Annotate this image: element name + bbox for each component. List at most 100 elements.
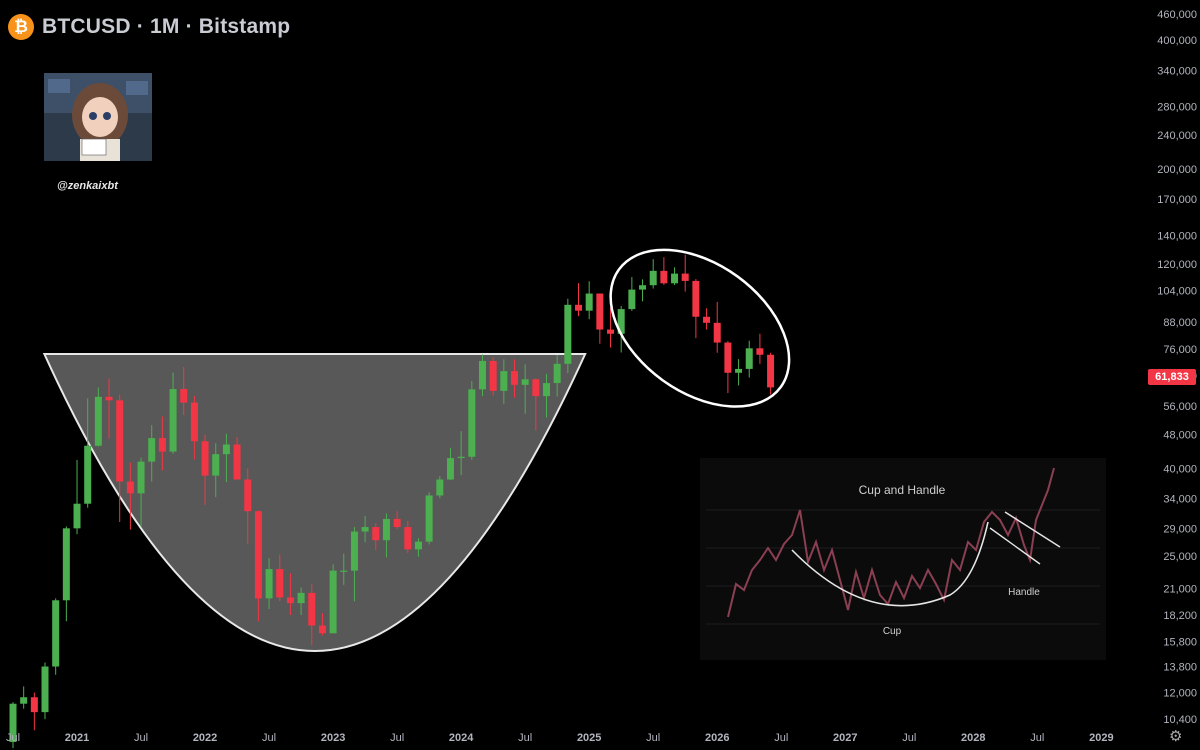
candle	[767, 352, 775, 395]
candle-body	[297, 592, 305, 604]
candle-body	[340, 570, 348, 572]
inset-handle-line-lower	[989, 527, 1041, 565]
candle-body	[489, 360, 497, 391]
candle	[190, 395, 198, 460]
candle-body	[532, 379, 540, 397]
x-tick-label: 2028	[961, 732, 985, 744]
candle-body	[148, 438, 156, 462]
candle-body	[575, 304, 583, 311]
chart-header: ₿ BTCUSD · 1M · Bitstamp	[8, 14, 290, 40]
candle	[137, 457, 145, 527]
x-tick-label: 2027	[833, 732, 857, 744]
y-tick-label: 10,400	[1163, 714, 1197, 726]
candle	[489, 357, 497, 396]
highlight-ellipse-shape	[609, 248, 791, 408]
candle	[532, 378, 540, 431]
author-handle: @zenkaixbt	[57, 180, 118, 192]
candle	[692, 279, 700, 339]
candle-body	[361, 527, 369, 532]
candle-body	[318, 625, 326, 634]
x-tick-label: Jul	[390, 732, 404, 744]
candle-body	[446, 458, 454, 480]
candle	[308, 584, 316, 645]
candle-body	[671, 273, 679, 284]
y-tick-label: 88,000	[1163, 317, 1197, 329]
settings-gear-icon[interactable]: ⚙	[1169, 728, 1183, 745]
candle	[681, 254, 689, 292]
candle	[628, 277, 636, 311]
x-tick-label: 2025	[577, 732, 601, 744]
candle-body	[414, 541, 422, 550]
candle	[500, 359, 508, 404]
price-axis[interactable]: 460,000 400,000 340,000 280,000 240,000 200,0…	[1157, 9, 1197, 726]
candle	[20, 686, 28, 709]
candle	[617, 305, 625, 353]
inset-handle-line-upper	[1004, 511, 1061, 548]
candle	[52, 598, 60, 675]
candle-body	[169, 389, 177, 452]
candle-body	[372, 527, 380, 541]
y-tick-label: 13,800	[1163, 662, 1197, 674]
candle-body	[126, 481, 134, 494]
y-tick-label: 120,000	[1157, 259, 1197, 271]
candle	[735, 359, 743, 386]
candle-body	[607, 329, 615, 334]
x-tick-label: 2026	[705, 732, 729, 744]
candle	[382, 513, 390, 558]
y-tick-label: 40,000	[1163, 463, 1197, 475]
y-tick-label: 15,800	[1163, 636, 1197, 648]
candle-body	[137, 461, 145, 494]
candle	[468, 381, 476, 460]
candle-body	[265, 569, 273, 599]
candle	[457, 431, 465, 476]
candle-body	[468, 389, 476, 457]
candle	[446, 447, 454, 481]
time-axis[interactable]: Jul 2021 Jul 2022 Jul 2023 Jul 2024 Jul 2025 Jul 20…	[6, 732, 1114, 744]
candle-body	[639, 285, 647, 290]
candle	[329, 564, 337, 634]
candle-body	[116, 400, 124, 482]
y-tick-label: 240,000	[1157, 130, 1197, 142]
candle	[350, 527, 358, 602]
candle-body	[628, 289, 636, 310]
candle-body	[201, 441, 209, 476]
candle	[148, 425, 156, 482]
candle-body	[286, 597, 294, 604]
x-tick-label: Jul	[6, 732, 20, 744]
inset-price-line	[727, 467, 1055, 618]
candle	[233, 436, 241, 480]
candle	[126, 462, 134, 530]
x-tick-label: Jul	[774, 732, 788, 744]
candle-body	[553, 363, 561, 384]
symbol-title[interactable]: BTCUSD · 1M · Bitstamp	[42, 15, 291, 38]
candle	[265, 558, 273, 609]
candle	[105, 378, 113, 439]
x-tick-label: 2022	[193, 732, 217, 744]
candle-body	[735, 368, 743, 373]
y-tick-label: 200,000	[1157, 164, 1197, 176]
candle	[575, 283, 583, 317]
candle	[713, 301, 721, 353]
candle	[41, 662, 49, 720]
candle	[393, 511, 401, 529]
candlestick-series	[9, 254, 775, 749]
y-tick-label: 56,000	[1163, 401, 1197, 413]
y-tick-label: 12,000	[1163, 688, 1197, 700]
candle	[276, 554, 284, 602]
candle-body	[767, 354, 775, 388]
cup-and-handle-inset: Cup and Handle Cup Handle	[700, 458, 1106, 660]
candle-body	[510, 371, 518, 385]
candle-body	[436, 479, 444, 496]
candle	[297, 587, 305, 616]
candle-body	[585, 293, 593, 311]
candle	[180, 367, 188, 416]
candle-body	[382, 518, 390, 541]
candle-body	[190, 402, 198, 442]
candle	[254, 510, 262, 622]
candle-body	[564, 304, 572, 364]
x-tick-label: 2029	[1089, 732, 1113, 744]
candle-body	[244, 479, 252, 512]
x-tick-label: Jul	[646, 732, 660, 744]
candle-body	[724, 342, 732, 373]
